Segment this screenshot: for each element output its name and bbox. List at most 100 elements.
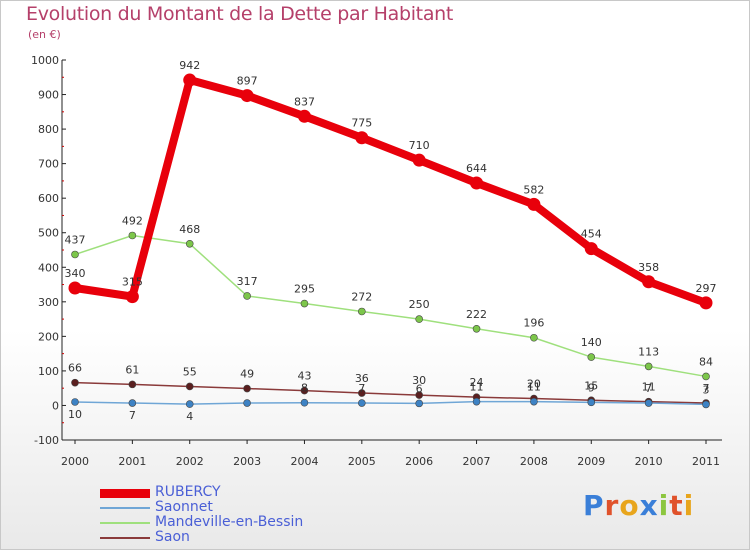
data-point-saonnet (702, 400, 710, 409)
legend-swatch-rubercy (100, 489, 150, 498)
data-label-mandeville-en-bessin: 317 (237, 275, 258, 288)
data-label-rubercy: 297 (696, 282, 717, 295)
logo-letter: t (669, 489, 684, 522)
data-label-saon: 55 (183, 365, 197, 378)
data-point-saon (243, 384, 251, 393)
data-point-saonnet (71, 398, 79, 406)
data-point-rubercy (412, 153, 426, 167)
x-tick-label: 2009 (577, 455, 605, 468)
data-label-mandeville-en-bessin: 113 (638, 345, 659, 358)
y-tick-label: 0 (52, 399, 59, 412)
data-label-mandeville-en-bessin: 437 (65, 233, 86, 246)
data-point-saon (300, 386, 309, 395)
x-tick-label: 2006 (405, 455, 433, 468)
x-tick-label: 2010 (635, 455, 663, 468)
data-label-saonnet: 6 (416, 382, 423, 395)
data-label-mandeville-en-bessin: 272 (351, 290, 372, 303)
data-point-mandeville-en-bessin (358, 307, 366, 316)
series-line-saon (74, 381, 707, 404)
data-point-mandeville-en-bessin (530, 333, 538, 342)
data-point-rubercy (183, 73, 197, 87)
data-label-rubercy: 897 (237, 75, 258, 88)
data-label-mandeville-en-bessin: 196 (523, 317, 544, 330)
legend-label-saonnet: Saonnet (155, 499, 213, 515)
data-point-mandeville-en-bessin (185, 239, 194, 248)
data-label-mandeville-en-bessin: 250 (409, 298, 430, 311)
data-label-rubercy: 340 (65, 267, 86, 280)
data-label-saonnet: 4 (186, 410, 193, 423)
data-point-mandeville-en-bessin (472, 324, 481, 333)
logo-letter: x (639, 489, 659, 522)
series-line-saonnet (74, 400, 707, 406)
data-point-mandeville-en-bessin (702, 372, 710, 381)
logo-letter: i (683, 489, 695, 522)
logo-letter: P (583, 489, 605, 522)
x-tick-label: 2004 (290, 455, 318, 468)
legend-item-rubercy: RUBERCY (100, 484, 420, 500)
series-line-mandeville-en-bessin (74, 234, 707, 378)
data-point-mandeville-en-bessin (128, 231, 137, 240)
data-label-mandeville-en-bessin: 492 (122, 214, 143, 227)
data-point-rubercy (240, 89, 254, 103)
data-point-rubercy (699, 296, 713, 310)
legend-label-saon: Saon (155, 529, 190, 545)
chart-subtitle: (en €) (28, 28, 61, 41)
data-point-rubercy (527, 197, 541, 211)
data-label-saon: 15 (584, 379, 598, 392)
logo-letter: o (619, 489, 640, 522)
data-label-rubercy: 837 (294, 95, 315, 108)
y-tick-label: 600 (38, 192, 59, 205)
legend-swatch-mandeville (100, 522, 150, 524)
data-point-saonnet (358, 399, 366, 407)
y-tick-label: 100 (38, 365, 59, 378)
data-point-rubercy (642, 275, 656, 289)
y-tick-label: 500 (38, 227, 59, 240)
data-point-rubercy (125, 290, 139, 304)
data-point-saonnet (415, 399, 423, 408)
data-point-rubercy (355, 131, 369, 145)
data-point-saonnet (185, 400, 194, 408)
data-label-rubercy: 644 (466, 162, 487, 175)
data-point-saon (415, 391, 423, 399)
x-tick-label: 2011 (692, 455, 720, 468)
x-tick-label: 2002 (176, 455, 204, 468)
legend-swatch-saon (100, 537, 150, 539)
y-tick-label: 800 (38, 123, 59, 136)
x-tick-label: 2001 (118, 455, 146, 468)
data-point-mandeville-en-bessin (644, 362, 653, 371)
data-point-saonnet (243, 399, 251, 407)
data-label-saon: 20 (527, 378, 541, 391)
legend-label-rubercy: RUBERCY (155, 484, 221, 500)
y-tick-label: 900 (38, 89, 59, 102)
data-label-mandeville-en-bessin: 295 (294, 283, 315, 296)
data-label-saonnet: 8 (301, 382, 308, 395)
data-label-rubercy: 942 (179, 59, 200, 72)
x-tick-label: 2000 (61, 455, 89, 468)
data-label-saon: 11 (642, 381, 656, 394)
data-label-saon: 7 (703, 382, 710, 395)
y-tick-label: 700 (38, 158, 59, 171)
data-label-mandeville-en-bessin: 84 (699, 355, 713, 368)
data-label-saon: 61 (125, 363, 139, 376)
data-point-saonnet (472, 397, 481, 406)
logo-letter: i (658, 489, 670, 522)
data-label-saon: 43 (297, 370, 311, 383)
y-tick-label: 300 (38, 296, 59, 309)
legend-item-saonnet: Saonnet (100, 499, 420, 515)
data-label-saonnet: 7 (645, 382, 652, 395)
x-tick-label: 2005 (348, 455, 376, 468)
y-tick-label: -100 (34, 434, 59, 447)
data-label-rubercy: 582 (523, 183, 544, 196)
x-tick-label: 2008 (520, 455, 548, 468)
y-tick-label: 400 (38, 261, 59, 274)
data-label-saonnet: 11 (527, 381, 541, 394)
data-point-mandeville-en-bessin (587, 353, 596, 361)
legend-label-mandeville: Mandeville-en-Bessin (155, 514, 304, 530)
data-point-saon (71, 378, 79, 387)
data-label-saonnet: 9 (588, 381, 595, 394)
data-label-mandeville-en-bessin: 140 (581, 336, 602, 349)
proxiti-logo: Proxiti (583, 489, 694, 522)
data-point-saon (358, 389, 366, 397)
logo-letter: r (604, 489, 620, 522)
